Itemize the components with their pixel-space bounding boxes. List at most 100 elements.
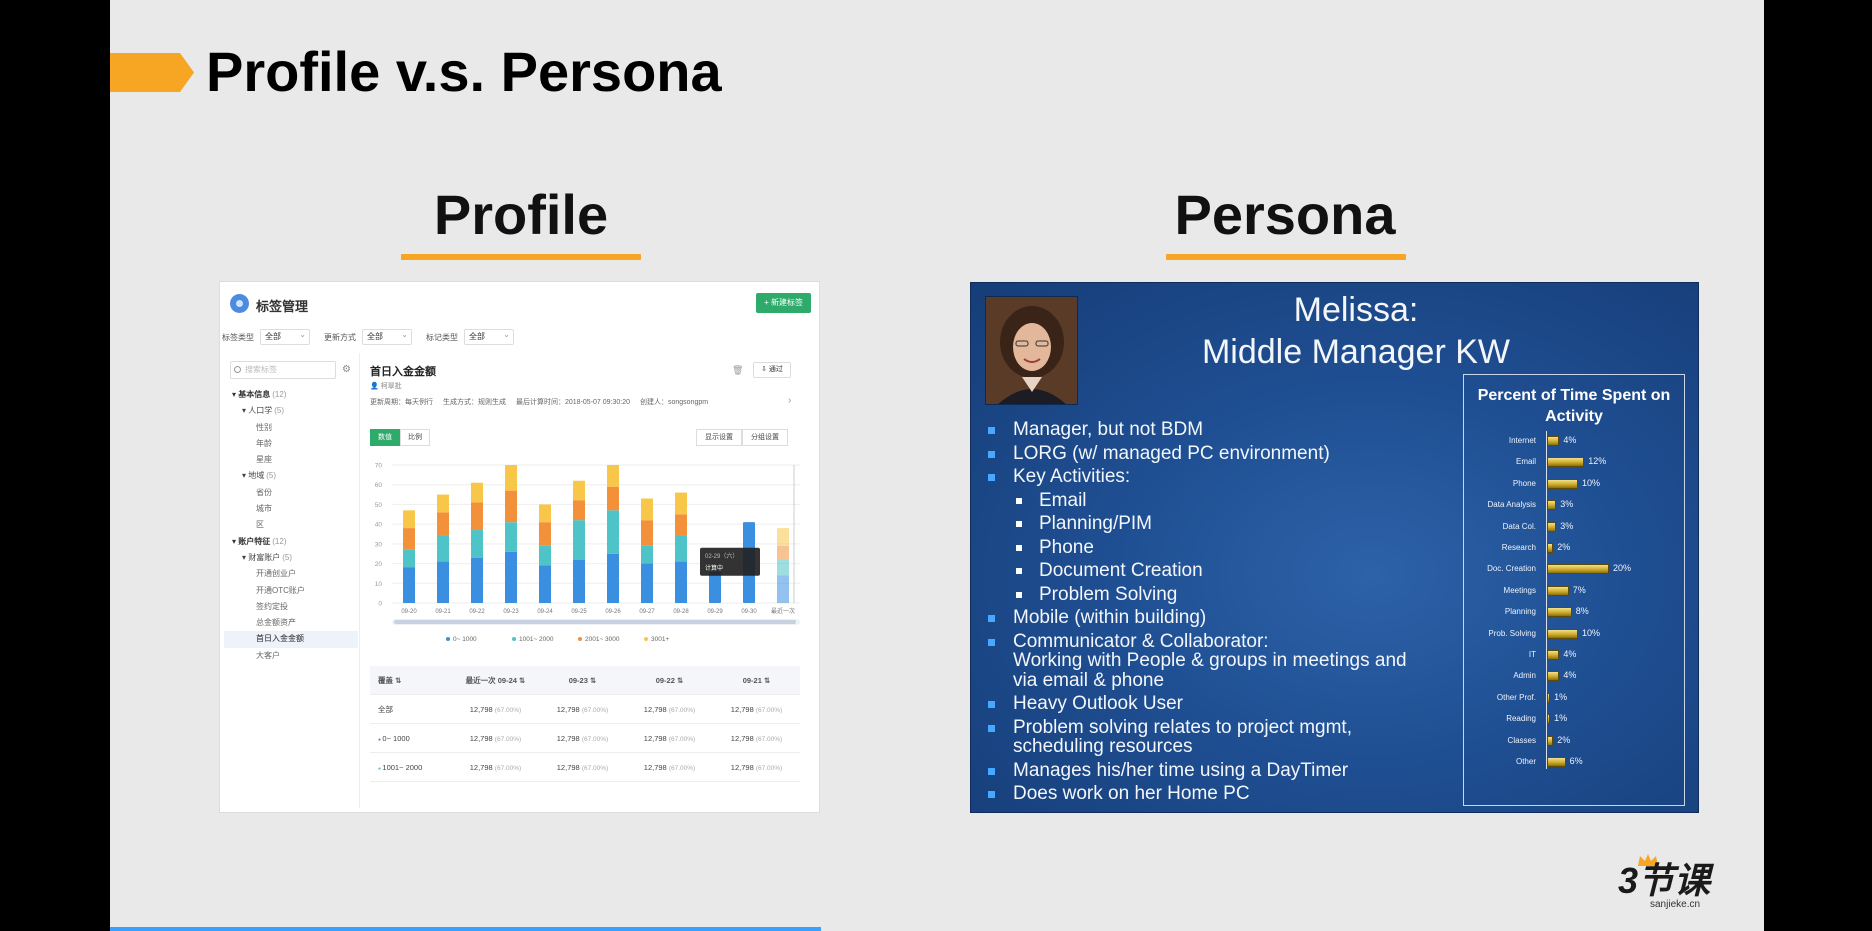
activity-label: Internet xyxy=(1508,436,1536,445)
bar-segment xyxy=(403,528,415,550)
filter-select[interactable]: 全部 xyxy=(464,328,514,345)
tree-item[interactable]: 区 xyxy=(224,517,358,533)
y-tick-label: 20 xyxy=(375,561,383,568)
tree-item[interactable]: 年龄 xyxy=(224,436,358,452)
bullet-text: Email xyxy=(1039,489,1087,511)
x-tick-label: 09-29 xyxy=(707,609,723,615)
persona-slide: Melissa: Middle Manager KW Manager, but … xyxy=(970,282,1699,813)
tab-value[interactable]: 数值 xyxy=(370,429,400,446)
table-header-cell[interactable]: 覆盖 ⇅ xyxy=(378,675,402,685)
legend-label: 0~ 1000 xyxy=(453,636,477,643)
tree-item[interactable]: 城市 xyxy=(224,501,358,517)
tree-item[interactable]: ▾ 基本信息 (12) xyxy=(232,390,287,399)
x-tick-label: 09-23 xyxy=(503,609,519,615)
tag-meta: 更新周期：每天例行 生成方式：规则生成 最后计算时间：2018-05-07 09… xyxy=(370,397,708,407)
persona-sub-bullet: Problem Solving xyxy=(985,583,1465,607)
persona-bullet: Key Activities: xyxy=(985,465,1465,489)
persona-bullet: Heavy Outlook User xyxy=(985,692,1465,716)
table-header-cell[interactable]: 09-21 ⇅ xyxy=(742,675,771,685)
tree-item-label: 首日入金金额 xyxy=(256,634,304,644)
user-icon: 👤 xyxy=(370,383,379,390)
tree-item-label: 基本信息 xyxy=(238,390,271,399)
tag-owner: 👤 柯翠批 xyxy=(370,381,402,391)
tree-item[interactable]: 星座 xyxy=(224,452,358,468)
filter-mark-type: 标记类型 全部 xyxy=(426,328,514,345)
table-cell: ● 0~ 1000 xyxy=(370,734,452,743)
tree-item[interactable]: ▾ 人口学 (5) xyxy=(242,406,285,416)
filter-tag-type: 标签类型 全部 xyxy=(222,328,310,345)
tag-search-input[interactable]: 搜索标签 xyxy=(230,361,336,379)
tree-item[interactable]: 开通OTC账户 xyxy=(224,583,358,599)
coverage-table: 覆盖 ⇅ 最近一次 09-24 ⇅ 09-23 ⇅ 09-22 ⇅ 09-21 ⇅ 全部 1… xyxy=(370,666,800,782)
bullet-text: Mobile (within building) xyxy=(1013,607,1207,628)
bar-segment xyxy=(573,480,585,501)
tree-item-label: 省份 xyxy=(256,487,272,497)
tag-meta-item: 最后计算时间：2018-05-07 09:30:20 xyxy=(516,399,630,406)
activity-row: IT 4% xyxy=(1464,645,1684,666)
display-settings-button[interactable]: 显示设置 xyxy=(696,429,742,446)
trash-icon[interactable]: 🗑 xyxy=(732,365,744,375)
tree-item-label: 星座 xyxy=(256,455,272,465)
bar-segment xyxy=(777,528,789,546)
bar-segment xyxy=(539,504,551,523)
chart-tooltip xyxy=(700,547,760,576)
tree-item[interactable]: ▾ 账户特征 (12) xyxy=(232,536,287,546)
activity-percent: 2% xyxy=(1557,734,1571,745)
tooltip-line: 计算中 xyxy=(705,564,723,572)
table-header-cell[interactable]: 09-23 ⇅ xyxy=(568,675,597,685)
table-header-label: 09-22 xyxy=(655,675,675,685)
filter-label: 更新方式 xyxy=(324,332,356,342)
persona-sub-bullet: Email xyxy=(985,489,1465,513)
tree-item-label: 城市 xyxy=(256,504,272,514)
tree-item[interactable]: 大客户 xyxy=(224,648,358,664)
tree-item-label: 地域 xyxy=(248,471,265,481)
bar-segment xyxy=(471,530,483,558)
tree-item[interactable]: 开通创业户 xyxy=(224,566,358,582)
activity-label: Doc. Creation xyxy=(1487,564,1536,574)
tab-ratio[interactable]: 比例 xyxy=(400,429,430,446)
bullet-continuation: Working with People & groups in meetings… xyxy=(1013,650,1407,671)
tree-item[interactable]: ▾ 地域 (5) xyxy=(242,471,277,481)
filter-select[interactable]: 全部 xyxy=(260,328,310,345)
table-header-label: 覆盖 xyxy=(378,675,393,685)
search-placeholder: 搜索标签 xyxy=(245,365,277,374)
activity-percent: 4% xyxy=(1563,670,1577,681)
activity-row: Other 6% xyxy=(1464,752,1684,773)
y-tick-label: 10 xyxy=(375,581,383,588)
activity-row: Classes 2% xyxy=(1464,731,1684,752)
tree-item-label: 大客户 xyxy=(256,650,280,660)
tree-item[interactable]: 签约定投 xyxy=(224,599,358,615)
tree-item[interactable]: 首日入金金额 xyxy=(224,631,358,648)
tree-item[interactable]: 性别 xyxy=(224,420,358,436)
tree-item[interactable]: 总金额资产 xyxy=(224,615,358,631)
legend-swatch xyxy=(512,637,516,641)
cell-percent: (67.00%) xyxy=(668,764,696,772)
bar-segment xyxy=(471,557,483,603)
activity-bar xyxy=(1547,478,1578,489)
table-header-cell[interactable]: 09-22 ⇅ xyxy=(655,675,684,685)
bar-segment xyxy=(505,551,517,603)
bullet-text: Problem solving relates to project mgmt, xyxy=(1013,716,1352,738)
tree-item[interactable]: ▾ 财富账户 (5) xyxy=(242,552,293,562)
table-header-cell[interactable]: 最近一次 09-24 ⇅ xyxy=(465,675,526,685)
profile-heading: Profile xyxy=(433,183,609,246)
activity-label: Classes xyxy=(1507,735,1536,745)
cell-percent: (67.00%) xyxy=(494,764,522,772)
tree-item[interactable]: 省份 xyxy=(224,485,358,501)
bar-segment xyxy=(641,545,653,564)
table-row: ● 0~ 1000 12,798 (67.00%) 12,798 (67.00%) 1… xyxy=(370,724,800,753)
tree-item-label: 总金额资产 xyxy=(256,618,296,628)
group-settings-button[interactable]: 分组设置 xyxy=(742,429,788,446)
filter-select[interactable]: 全部 xyxy=(362,328,412,345)
activity-row: Data Col. 3% xyxy=(1464,517,1684,538)
gear-icon[interactable]: ⚙ xyxy=(342,364,351,375)
pass-button-label: 通过 xyxy=(768,366,783,373)
bullet-continuation: via email & phone xyxy=(1013,669,1165,691)
pass-button[interactable]: ⇩ 通过 xyxy=(753,362,791,378)
bar-segment xyxy=(777,559,789,576)
bar-segment xyxy=(403,549,415,568)
new-tag-button[interactable]: + 新建标签 xyxy=(756,293,811,313)
activity-label: Research xyxy=(1501,543,1536,552)
video-progress-bar[interactable] xyxy=(110,927,822,931)
chevron-right-icon[interactable]: › xyxy=(788,395,792,406)
